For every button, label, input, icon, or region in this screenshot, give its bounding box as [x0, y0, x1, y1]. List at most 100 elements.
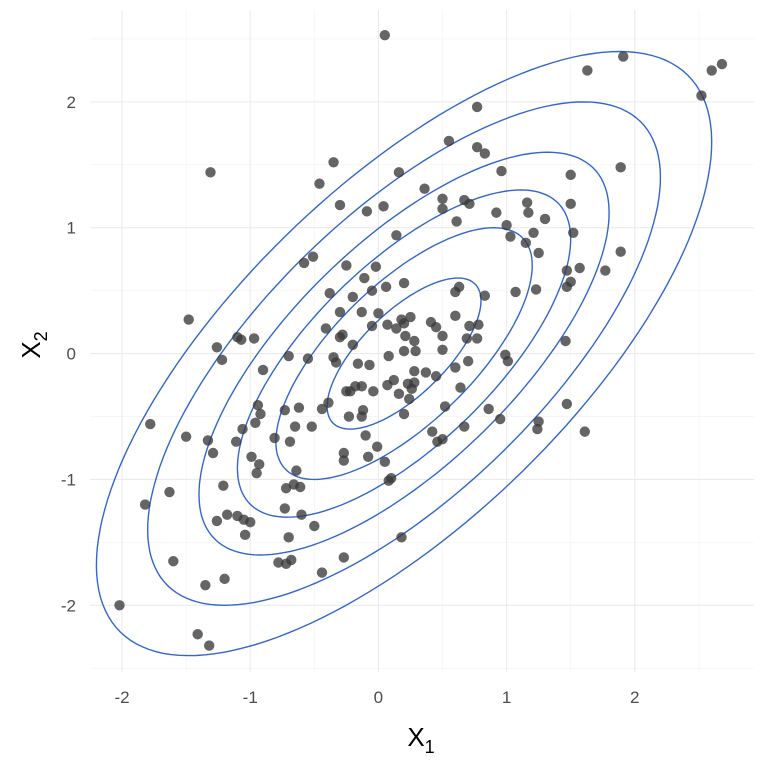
data-point [343, 411, 355, 422]
data-point [379, 29, 391, 41]
data-point [430, 321, 442, 333]
data-point [362, 451, 374, 462]
data-point [378, 201, 389, 212]
data-point [283, 532, 294, 543]
data-point [561, 398, 573, 410]
data-point [211, 342, 223, 353]
data-point [579, 426, 590, 437]
data-point [565, 198, 576, 210]
data-point [409, 335, 420, 347]
y-axis-ticks: -2 -1 0 1 2 [61, 93, 76, 615]
data-point [450, 362, 461, 373]
x-tick-label: -1 [243, 688, 258, 707]
data-point [398, 277, 410, 289]
y-axis-title-main: X [16, 341, 46, 358]
data-point [255, 408, 266, 420]
data-point [251, 467, 262, 479]
data-point [383, 475, 394, 486]
data-point [204, 640, 215, 651]
data-point [302, 353, 314, 364]
data-point [419, 183, 430, 194]
data-point [437, 203, 448, 215]
x-axis-title-subscript: 1 [425, 737, 435, 757]
data-point [403, 393, 415, 405]
data-point [180, 431, 192, 442]
data-point [618, 51, 629, 62]
data-point [269, 432, 280, 444]
data-point [320, 323, 332, 334]
data-point [356, 306, 367, 318]
data-point [252, 399, 264, 411]
data-point [388, 374, 399, 386]
y-tick-label: 0 [67, 345, 76, 364]
data-point [306, 421, 317, 432]
data-point [183, 314, 194, 325]
x-tick-label: 0 [374, 688, 383, 707]
data-point [530, 284, 542, 295]
data-point [582, 65, 593, 76]
data-point [248, 333, 260, 344]
data-point [314, 178, 325, 189]
data-point [284, 436, 296, 447]
data-point [464, 320, 475, 332]
data-point [560, 335, 571, 347]
data-point [366, 320, 378, 332]
data-point [615, 246, 626, 257]
data-point [356, 381, 367, 392]
data-point [370, 261, 382, 272]
data-point [352, 358, 364, 369]
data-point [298, 257, 310, 269]
data-point [574, 262, 585, 274]
data-point [561, 265, 573, 276]
data-point [479, 148, 491, 159]
data-point [338, 455, 350, 466]
data-point [532, 423, 543, 435]
data-point [338, 552, 350, 563]
data-point [473, 319, 484, 330]
data-point [307, 251, 319, 262]
data-point [450, 310, 461, 322]
data-point [521, 197, 533, 208]
data-point [279, 405, 291, 416]
density-contours [95, 50, 713, 657]
data-point [316, 567, 328, 578]
data-point [561, 281, 573, 293]
data-point [568, 227, 579, 238]
data-point [139, 499, 151, 510]
x-tick-label: 1 [502, 688, 511, 707]
data-point [523, 207, 534, 218]
data-point [409, 377, 420, 388]
data-point [347, 291, 358, 303]
data-point [246, 451, 257, 462]
contour-line [275, 226, 533, 481]
data-point [280, 558, 292, 569]
data-point [237, 423, 248, 435]
y-tick-label: -2 [61, 596, 76, 615]
data-point [455, 382, 466, 393]
data-point [479, 290, 491, 301]
data-point [600, 265, 611, 276]
data-point [420, 367, 432, 378]
data-point [565, 169, 576, 181]
y-axis-title-subscript: 2 [31, 331, 51, 341]
data-point [114, 600, 125, 611]
y-tick-label: 2 [67, 93, 76, 112]
data-point [505, 231, 516, 242]
data-point [289, 421, 301, 432]
data-point [471, 333, 483, 344]
data-point [510, 286, 521, 298]
data-point [393, 388, 405, 400]
data-point [291, 465, 302, 476]
data-point [295, 481, 306, 493]
data-point [164, 486, 175, 498]
x-tick-label: -2 [114, 688, 129, 707]
data-point [219, 573, 230, 585]
data-point [453, 281, 465, 293]
contour-line [236, 189, 572, 518]
y-tick-label: -1 [61, 470, 76, 489]
data-point [221, 509, 233, 520]
data-point [502, 355, 514, 367]
data-point [330, 357, 342, 368]
x-tick-label: 2 [630, 688, 639, 707]
data-point [334, 199, 346, 211]
